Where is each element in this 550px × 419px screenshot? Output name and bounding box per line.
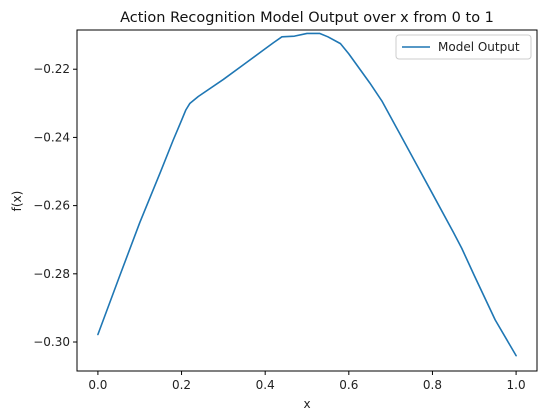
y-tick-label: −0.24 <box>33 130 70 144</box>
series-line-0 <box>97 32 517 357</box>
y-axis-title: f(x) <box>10 191 24 212</box>
y-axis-ticks: −0.30 −0.28 −0.26 −0.24 −0.22 <box>33 62 77 349</box>
plot-area <box>97 32 517 357</box>
x-tick-label: 0.4 <box>256 378 275 392</box>
x-tick-label: 0.6 <box>339 378 358 392</box>
legend-box <box>395 34 532 60</box>
legend-label: Model Output <box>438 40 520 54</box>
chart-title: Action Recognition Model Output over x f… <box>120 10 494 26</box>
x-tick-label: 0.8 <box>423 378 442 392</box>
legend: Model Output <box>395 34 532 60</box>
y-tick-label: −0.26 <box>33 199 70 213</box>
axes-frame <box>76 29 538 372</box>
y-tick-label: −0.30 <box>33 335 70 349</box>
x-tick-label: 0.0 <box>88 378 107 392</box>
x-axis-title: x <box>303 397 310 411</box>
x-tick-label: 1.0 <box>507 378 526 392</box>
y-tick-label: −0.22 <box>33 62 70 76</box>
x-tick-label: 0.2 <box>172 378 191 392</box>
x-axis-ticks: 0.0 0.2 0.4 0.6 0.8 1.0 <box>88 371 526 392</box>
y-tick-label: −0.28 <box>33 267 70 281</box>
